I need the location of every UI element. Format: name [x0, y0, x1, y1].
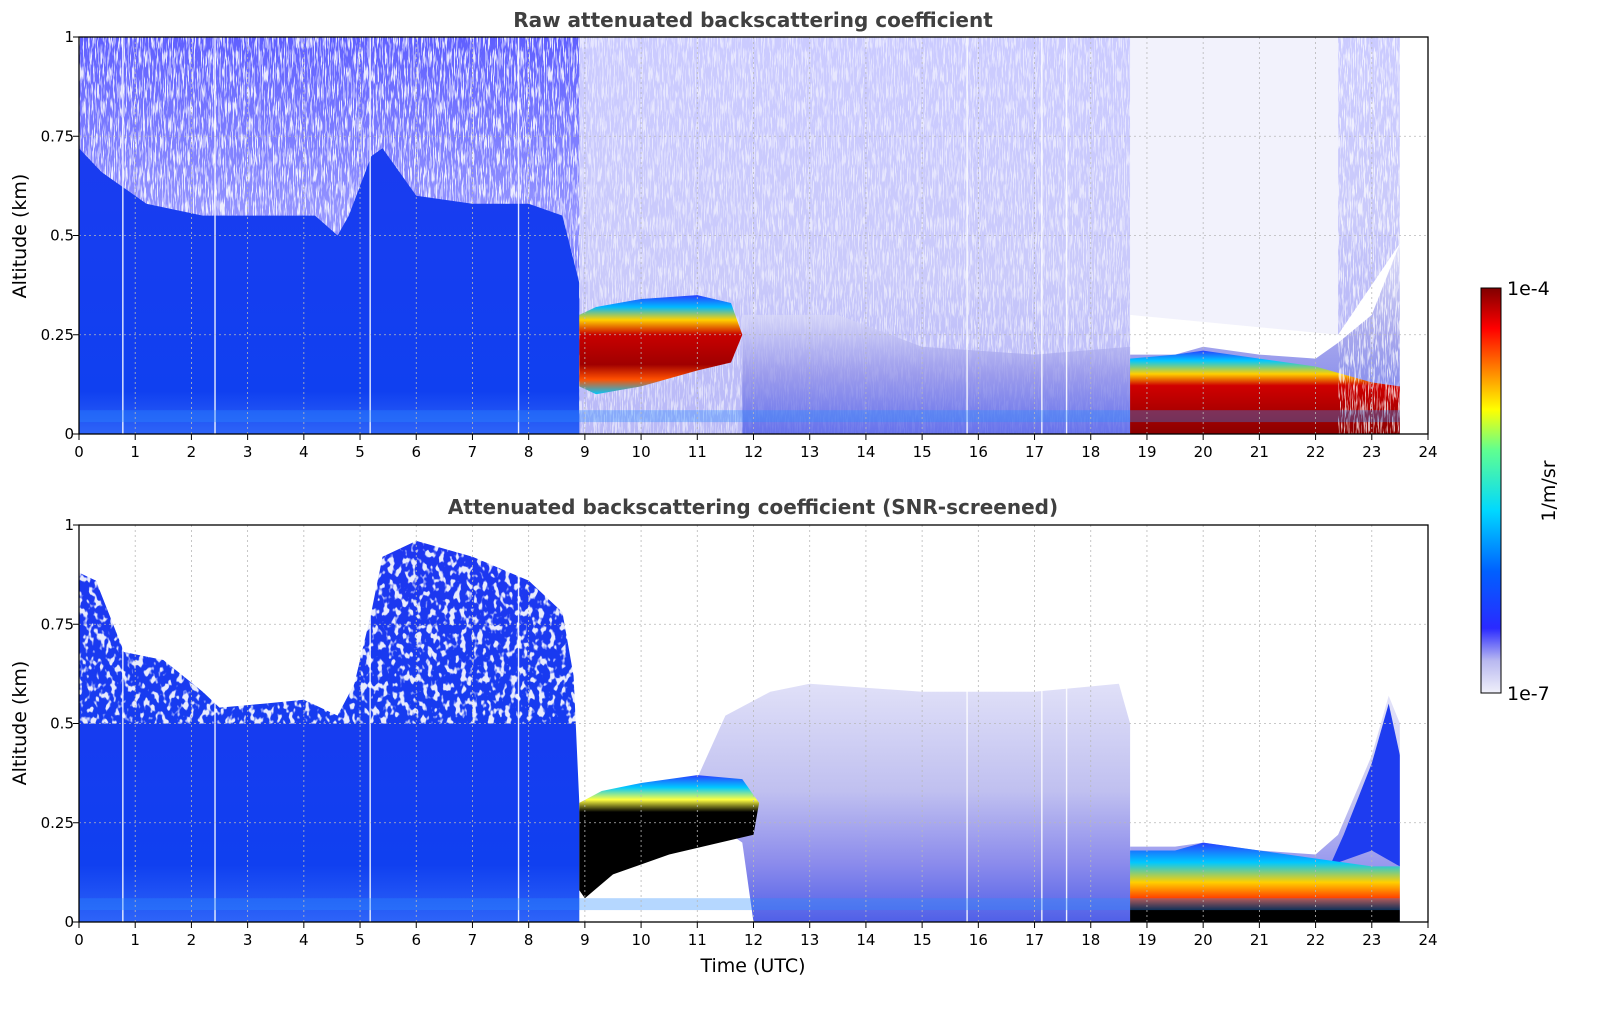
x-tick-label: 18 [1081, 443, 1100, 461]
x-tick-label: 20 [1194, 931, 1213, 949]
x-tick-label: 3 [243, 443, 253, 461]
region-low [79, 148, 580, 434]
y-tick-label: 0.75 [41, 615, 74, 633]
x-tick-label: 2 [187, 931, 197, 949]
panel1-grid [79, 37, 1428, 434]
panel1-y-axis: 0 0.25 0.5 0.75 1 [41, 28, 79, 443]
colorbar: 1e-4 1e-7 1/m/sr [1480, 278, 1560, 705]
x-tick-label: 1 [130, 443, 140, 461]
y-tick-label: 0.5 [50, 715, 74, 733]
region-clear-evening [1130, 37, 1339, 335]
x-tick-label: 21 [1250, 443, 1269, 461]
x-tick-label: 1 [130, 931, 140, 949]
x-tick-label: 15 [913, 443, 932, 461]
x-tick-label: 12 [744, 443, 763, 461]
y-tick-label: 0.25 [41, 814, 74, 832]
x-tick-label: 7 [468, 443, 478, 461]
x-tick-label: 3 [243, 931, 253, 949]
x-tick-label: 18 [1081, 931, 1100, 949]
x-tick-label: 14 [856, 443, 875, 461]
region-peak [579, 295, 743, 395]
overlap-band [79, 410, 1400, 423]
y-tick-label: 0.25 [41, 326, 74, 344]
x-tick-label: 10 [632, 443, 651, 461]
x-tick-label: 10 [632, 931, 651, 949]
x-tick-label: 9 [580, 931, 590, 949]
x-tick-label: 23 [1362, 931, 1381, 949]
x-tick-label: 17 [1025, 931, 1044, 949]
region-peak [1130, 350, 1400, 434]
x-tick-label: 15 [913, 931, 932, 949]
x-tick-label: 0 [74, 931, 84, 949]
y-tick-label: 1 [64, 516, 74, 534]
panel1-x-axis: 0 1 2 3 4 5 6 7 8 9 10 11 12 13 14 15 16 17 18 19 20 21 22 23 24 [74, 434, 1438, 461]
colorbar-max-label: 1e-4 [1507, 278, 1550, 300]
y-tick-label: 0 [64, 425, 74, 443]
y-tick-label: 0.75 [41, 127, 74, 145]
panel2-heatmap [79, 525, 1428, 922]
colorbar-unit-label: 1/m/sr [1538, 460, 1560, 521]
region-saturated [579, 775, 760, 899]
panel2-grid [79, 525, 1428, 922]
x-tick-label: 24 [1418, 931, 1437, 949]
x-tick-label: 8 [524, 931, 534, 949]
panel2-y-axis: 0 0.25 0.5 0.75 1 [41, 516, 79, 931]
y-tick-label: 0 [64, 913, 74, 931]
x-tick-label: 6 [411, 443, 421, 461]
x-tick-label: 4 [299, 931, 309, 949]
x-tick-label: 13 [800, 931, 819, 949]
colorbar-min-label: 1e-7 [1507, 683, 1550, 705]
x-tick-label: 13 [800, 443, 819, 461]
panel2-x-axis: 0 1 2 3 4 5 6 7 8 9 10 11 12 13 14 15 16 17 18 19 20 21 22 23 24 [74, 922, 1438, 949]
panel-snr-screened: Attenuated backscattering coefficient (S… [9, 495, 1438, 977]
x-tick-label: 17 [1025, 443, 1044, 461]
x-tick-label: 4 [299, 443, 309, 461]
x-tick-label: 8 [524, 443, 534, 461]
x-tick-label: 21 [1250, 931, 1269, 949]
x-tick-label: 11 [688, 443, 707, 461]
panel1-ylabel: Altitude (km) [9, 174, 31, 299]
panel-raw: Raw attenuated backscattering coefficien… [9, 8, 1438, 461]
x-tick-label: 11 [688, 931, 707, 949]
panel2-xlabel: Time (UTC) [699, 955, 805, 977]
x-tick-label: 20 [1194, 443, 1213, 461]
x-tick-label: 5 [355, 931, 365, 949]
colorbar-gradient [1480, 287, 1502, 694]
x-tick-label: 22 [1306, 931, 1325, 949]
x-tick-label: 6 [411, 931, 421, 949]
x-tick-label: 22 [1306, 443, 1325, 461]
y-tick-label: 0.5 [50, 227, 74, 245]
x-tick-label: 23 [1362, 443, 1381, 461]
panel2-ylabel: Altitude (km) [9, 661, 31, 786]
overlap-band [79, 898, 1400, 911]
x-tick-label: 2 [187, 443, 197, 461]
x-tick-label: 0 [74, 443, 84, 461]
x-tick-label: 12 [744, 931, 763, 949]
x-tick-label: 5 [355, 443, 365, 461]
region-faint [742, 314, 1131, 434]
x-tick-label: 7 [468, 931, 478, 949]
x-tick-label: 14 [856, 931, 875, 949]
panel1-title: Raw attenuated backscattering coefficien… [513, 8, 993, 32]
x-tick-label: 16 [969, 443, 988, 461]
y-tick-label: 1 [64, 28, 74, 46]
x-tick-label: 19 [1137, 931, 1156, 949]
x-tick-label: 16 [969, 931, 988, 949]
panel2-title: Attenuated backscattering coefficient (S… [448, 495, 1058, 519]
x-tick-label: 19 [1137, 443, 1156, 461]
x-tick-label: 24 [1418, 443, 1437, 461]
region-faint [686, 683, 1131, 922]
region-late-aerosol [1315, 703, 1400, 899]
x-tick-label: 9 [580, 443, 590, 461]
region-saturated [1130, 842, 1400, 922]
